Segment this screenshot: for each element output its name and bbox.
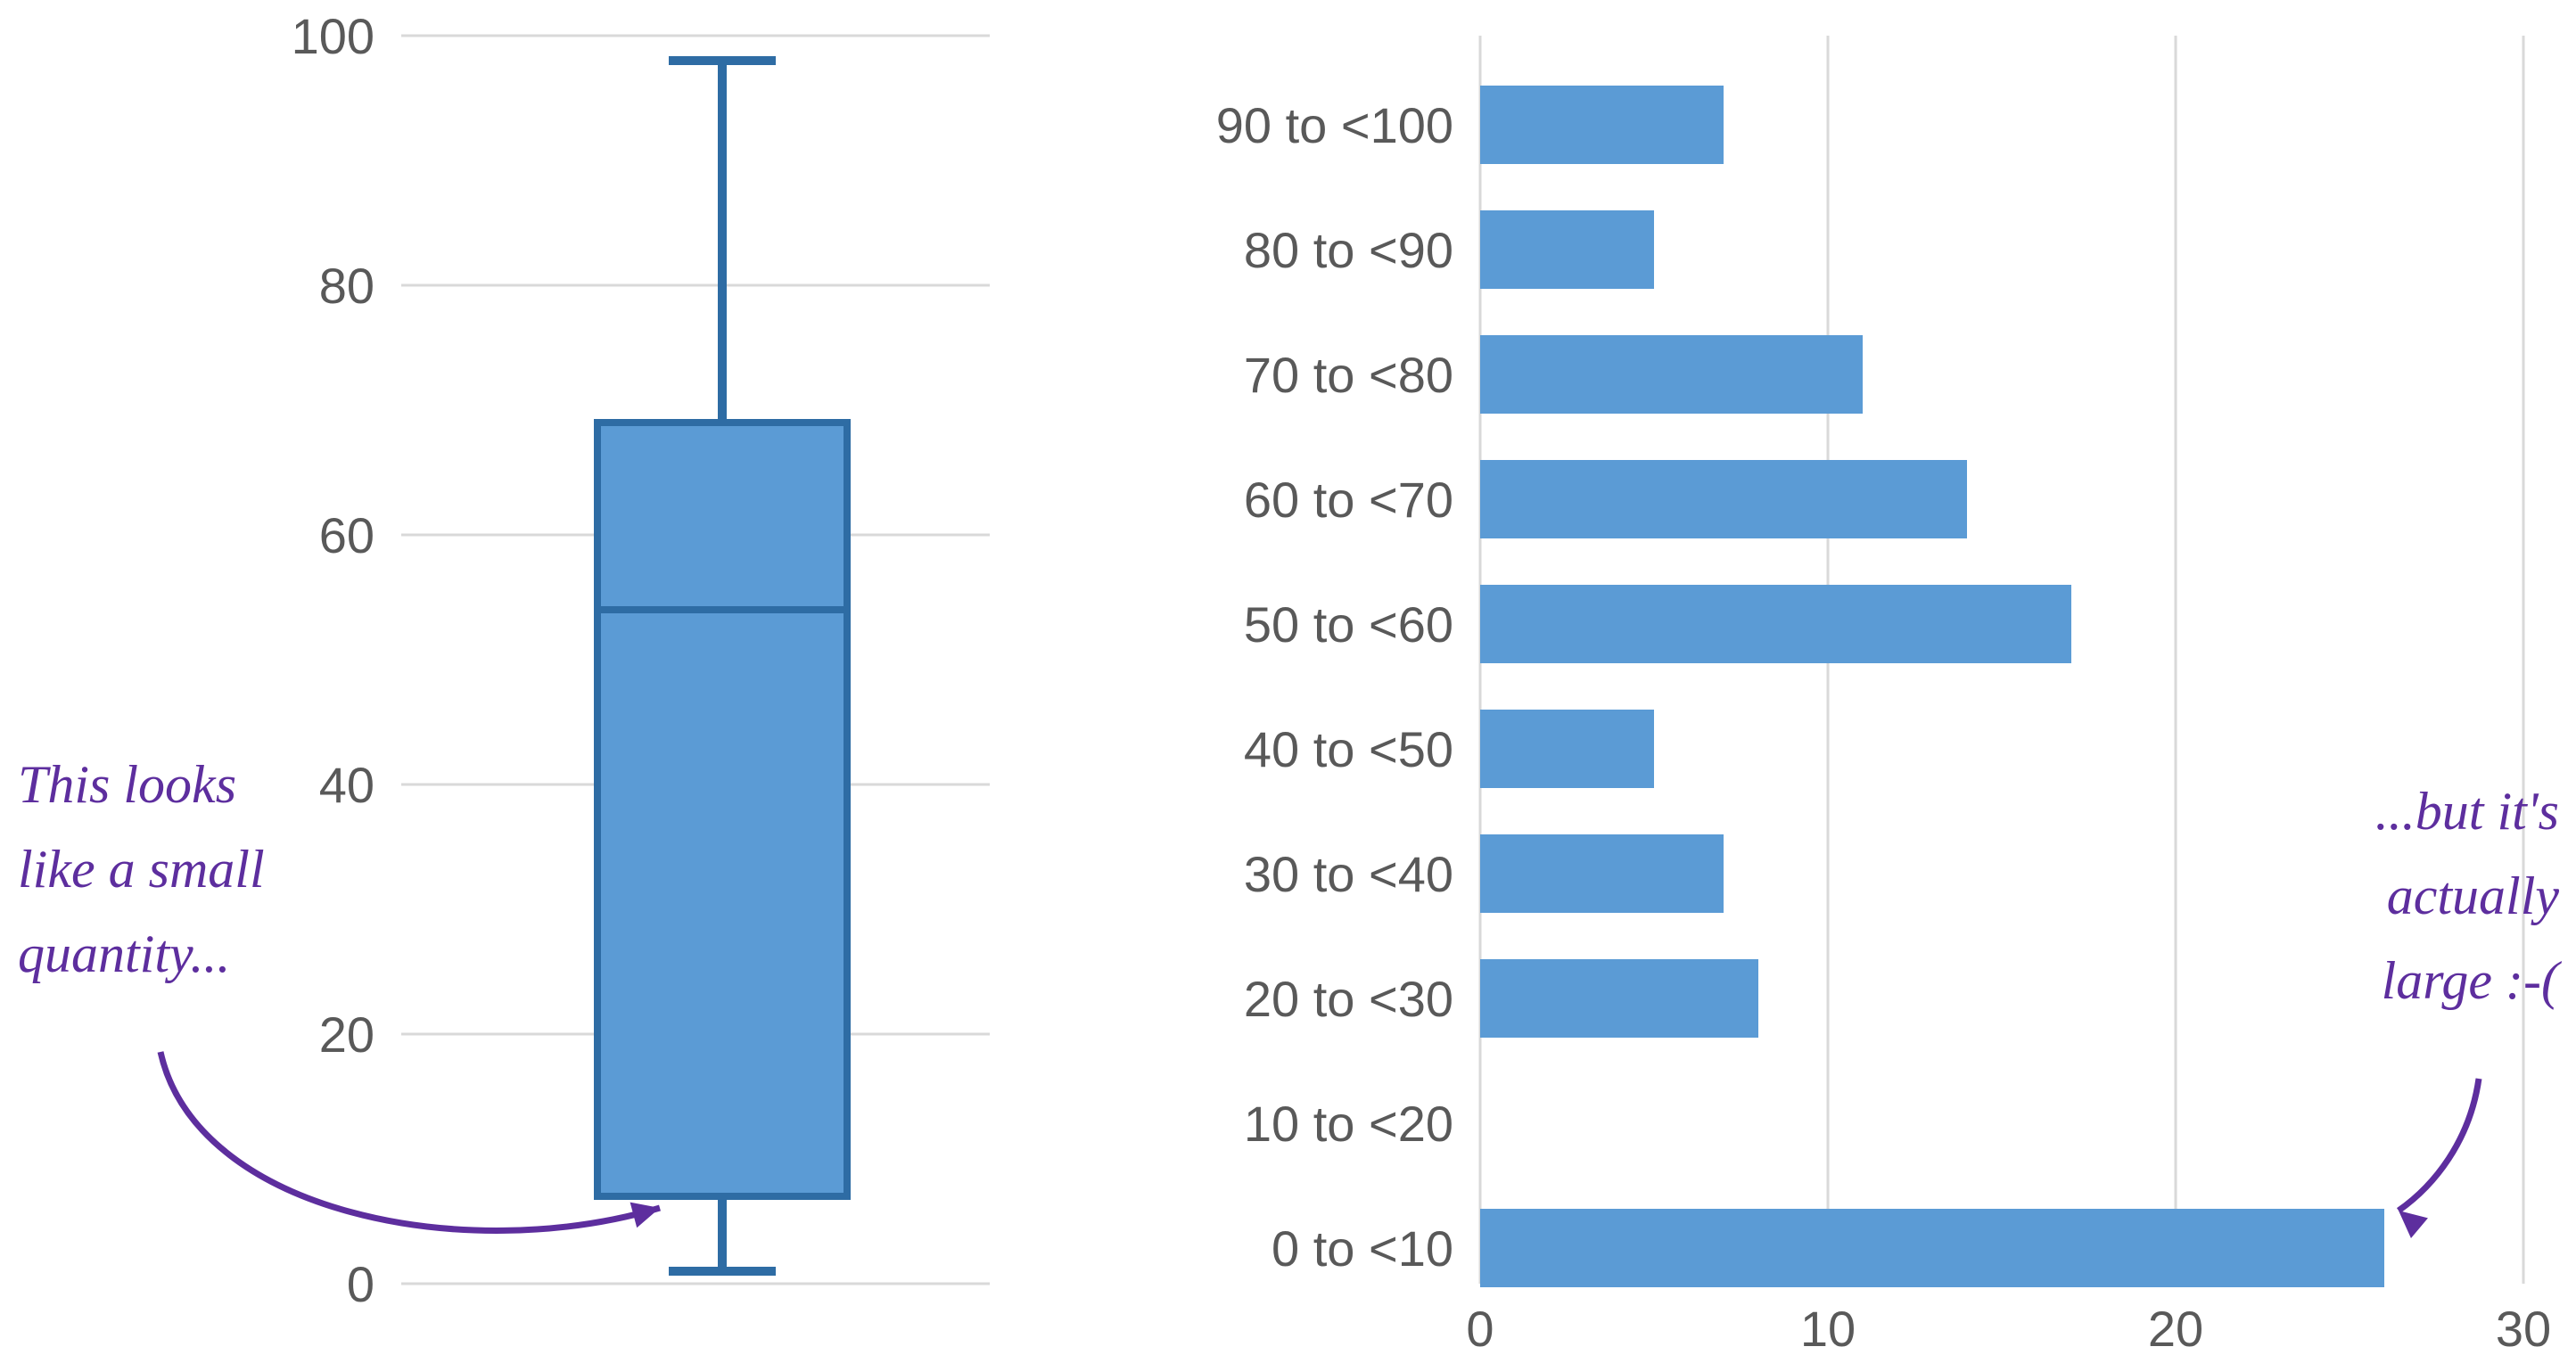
histogram-category-label: 60 to <70 [1244,472,1453,528]
histogram-x-tick-label: 30 [2496,1301,2551,1355]
histogram-bar [1480,460,1967,538]
left-arrow [160,1052,660,1230]
boxplot-y-tick-label: 80 [319,258,374,314]
histogram-category-label: 80 to <90 [1244,222,1453,278]
histogram-x-tick-label: 10 [1800,1301,1856,1355]
right-arrow [2399,1079,2479,1211]
histogram-bar [1480,86,1724,164]
left-text: quantity... [18,924,230,983]
boxplot-y-tick-label: 20 [319,1006,374,1063]
histogram-bar [1480,834,1724,913]
histogram-bar [1480,585,2071,663]
histogram-x-tick-label: 20 [2148,1301,2203,1355]
histogram-category-label: 20 to <30 [1244,971,1453,1027]
boxplot-y-tick-label: 100 [292,8,374,64]
histogram-bar [1480,1209,2384,1287]
histogram-category-label: 30 to <40 [1244,846,1453,902]
histogram-bar [1480,335,1863,414]
histogram-category-label: 70 to <80 [1244,347,1453,403]
boxplot-y-tick-label: 60 [319,507,374,563]
left-text: like a small [18,840,265,899]
boxplot-y-tick-label: 0 [347,1256,374,1312]
histogram-bar [1480,210,1654,289]
histogram-category-label: 10 to <20 [1244,1096,1453,1152]
right-text: ...but it's [2375,782,2559,841]
histogram: 0 10 20 30 90 to <100 80 to <90 70 to <80 60 to… [1216,36,2551,1355]
histogram-bar [1480,959,1758,1038]
histogram-category-label: 40 to <50 [1244,721,1453,777]
boxplot: 0 20 40 60 80 100 [292,8,990,1312]
right-text: large :-( [2382,951,2563,1010]
right-text: actually [2387,866,2560,925]
figure: 0 20 40 60 80 100 0 10 20 30 90 to <100 80 to <90 7… [0,0,2576,1355]
histogram-category-label: 50 to <60 [1244,596,1453,653]
boxplot-y-tick-label: 40 [319,757,374,813]
histogram-category-label: 0 to <10 [1272,1220,1453,1277]
histogram-bar [1480,710,1654,788]
histogram-x-tick-label: 0 [1466,1301,1494,1355]
right-arrow-head [2399,1211,2428,1238]
boxplot-box [597,423,847,1196]
histogram-category-label: 90 to <100 [1216,97,1453,153]
left-text: This looks [18,755,236,814]
